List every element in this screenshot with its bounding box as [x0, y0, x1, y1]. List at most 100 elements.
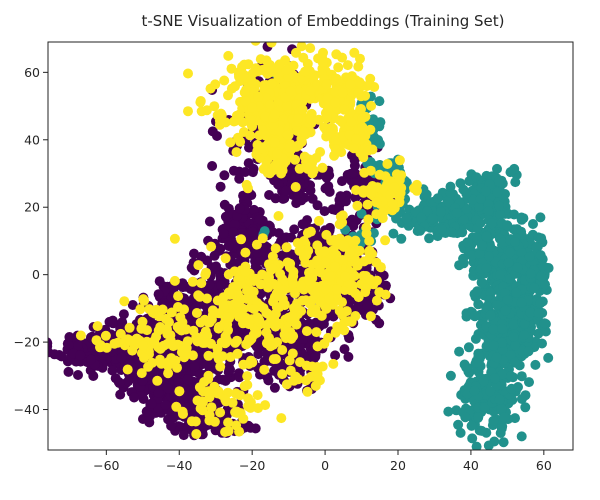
scatter-point: [485, 242, 496, 253]
scatter-point: [173, 291, 184, 302]
scatter-point: [472, 286, 483, 297]
scatter-point: [238, 359, 249, 370]
scatter-point: [263, 375, 274, 386]
scatter-point: [537, 338, 547, 349]
scatter-point: [245, 355, 256, 366]
scatter-point: [484, 251, 494, 262]
scatter-point: [292, 238, 303, 248]
scatter-point: [342, 60, 353, 71]
scatter-point: [495, 269, 506, 280]
scatter-point: [114, 378, 125, 389]
scatter-point: [215, 361, 226, 372]
x-tick-label: −20: [239, 458, 265, 473]
scatter-point: [322, 93, 333, 104]
scatter-point: [284, 355, 295, 366]
scatter-point: [337, 297, 347, 308]
scatter-point: [243, 393, 253, 404]
scatter-point: [166, 307, 177, 318]
scatter-point: [516, 248, 527, 258]
scatter-point: [209, 416, 220, 427]
scatter-point: [525, 307, 536, 318]
scatter-point: [364, 245, 375, 256]
scatter-point: [524, 377, 534, 388]
scatter-point: [241, 179, 252, 190]
scatter-point: [169, 233, 180, 244]
scatter-point: [127, 345, 138, 356]
scatter-point: [349, 155, 360, 166]
scatter-point: [340, 271, 351, 282]
scatter-point: [375, 262, 386, 273]
scatter-point: [222, 335, 232, 346]
scatter-point: [298, 127, 309, 138]
scatter-point: [310, 351, 321, 362]
scatter-point: [455, 427, 466, 438]
scatter-point: [270, 321, 281, 332]
scatter-point: [483, 440, 494, 450]
scatter-point: [147, 307, 158, 318]
scatter-point: [296, 42, 307, 52]
scatter-point: [361, 222, 372, 233]
scatter-point: [363, 254, 374, 265]
scatter-point: [476, 277, 487, 288]
scatter-point: [463, 342, 474, 353]
scatter-point: [195, 96, 206, 106]
y-tick-label: −20: [14, 335, 40, 350]
scatter-point: [476, 425, 487, 436]
scatter-point: [285, 365, 296, 376]
scatter-point: [129, 392, 140, 403]
scatter-point: [201, 267, 211, 278]
scatter-point: [494, 200, 504, 211]
scatter-point: [409, 183, 419, 194]
scatter-point: [354, 77, 365, 88]
scatter-point: [337, 87, 348, 98]
scatter-point: [235, 136, 246, 147]
scatter-point: [337, 217, 348, 228]
scatter-point: [349, 270, 360, 281]
scatter-point: [273, 211, 284, 221]
scatter-point: [291, 319, 302, 330]
scatter-point: [473, 201, 484, 212]
scatter-point: [505, 167, 516, 178]
scatter-point: [124, 322, 135, 333]
scatter-point: [324, 293, 334, 304]
scatter-point: [314, 215, 324, 226]
scatter-point: [299, 151, 310, 162]
scatter-point: [220, 253, 231, 264]
scatter-point: [540, 279, 550, 290]
scatter-point: [267, 251, 278, 262]
scatter-point: [290, 182, 301, 192]
scatter-point: [196, 251, 207, 262]
scatter-point: [183, 68, 193, 79]
scatter-point: [239, 87, 250, 98]
scatter-point: [285, 313, 296, 324]
scatter-point: [137, 375, 148, 386]
scatter-point: [253, 313, 264, 324]
scatter-point: [177, 317, 188, 328]
scatter-point: [279, 299, 290, 310]
scatter-point: [453, 419, 464, 430]
scatter-point: [284, 142, 295, 153]
scatter-point: [330, 135, 341, 146]
scatter-point: [356, 208, 367, 219]
scatter-point: [480, 186, 491, 197]
scatter-point: [215, 407, 226, 418]
scatter-point: [277, 345, 288, 355]
scatter-point: [223, 50, 234, 61]
scatter-point: [337, 117, 348, 128]
scatter-point: [182, 374, 193, 385]
scatter-point: [193, 290, 204, 301]
scatter-point: [240, 266, 251, 277]
scatter-point: [436, 207, 446, 218]
scatter-point: [270, 193, 281, 204]
scatter-point: [330, 97, 341, 108]
scatter-point: [516, 297, 527, 308]
scatter-point: [231, 147, 242, 158]
scatter-point: [269, 365, 280, 376]
scatter-point: [138, 294, 149, 305]
scatter-point: [339, 104, 350, 115]
scatter-point: [357, 113, 368, 124]
scatter-point: [359, 167, 370, 178]
scatter-point: [230, 388, 241, 399]
scatter-point: [305, 114, 316, 125]
scatter-point: [488, 340, 499, 351]
